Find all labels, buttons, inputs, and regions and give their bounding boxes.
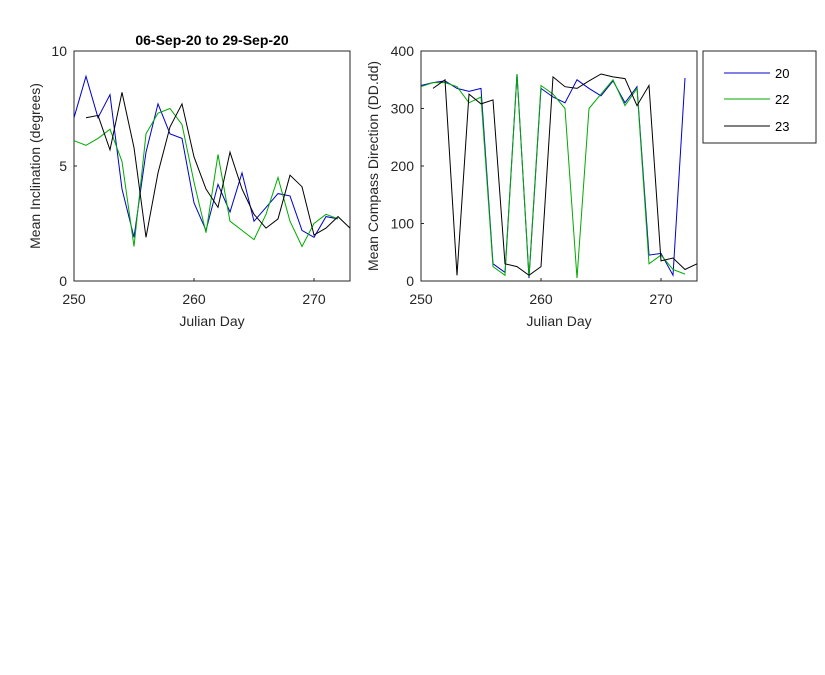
compass-x-tick-label: 270 [649,291,673,307]
compass-ticks: 250 260 270 0 100 200 300 400 [391,43,673,307]
compass-y-tick-label: 400 [391,43,415,59]
inclination-series-23-line [85,92,351,238]
compass-x-axis-label: Julian Day [526,313,591,329]
inclination-series-group [73,74,351,248]
inclination-chart-title: 06-Sep-20 to 29-Sep-20 [135,32,288,48]
compass-series-group [420,73,698,279]
compass-y-tick-label: 200 [391,158,415,174]
legend-label-22: 22 [775,92,789,107]
compass-x-tick-label: 250 [409,291,433,307]
inclination-x-tick-label: 250 [62,291,86,307]
compass-series-23-line [432,73,698,276]
legend-label-23: 23 [775,119,789,134]
legend-label-20: 20 [775,66,789,81]
inclination-axes: 250 260 270 0 5 10 06-Sep-20 to 29-Sep-20 Jul… [27,32,351,329]
compass-y-tick-label: 0 [406,273,414,289]
inclination-series-22-line [73,107,339,248]
inclination-plot-area [73,50,351,282]
compass-axes: 250 260 270 0 100 200 300 400 Julian Day Mean C… [365,43,698,329]
compass-y-tick-label: 100 [391,216,415,232]
inclination-y-tick-label: 0 [59,273,67,289]
inclination-x-tick-label: 270 [302,291,326,307]
compass-y-axis-label: Mean Compass Direction (DD.dd) [365,61,381,271]
inclination-ticks: 250 260 270 0 5 10 [51,43,325,307]
inclination-x-tick-label: 260 [182,291,206,307]
inclination-y-tick-label: 5 [59,158,67,174]
inclination-y-tick-label: 10 [51,43,67,59]
legend-box [702,50,817,144]
inclination-x-axis-label: Julian Day [179,313,244,329]
legend: 20 22 23 [702,50,817,144]
compass-x-tick-label: 260 [529,291,553,307]
compass-series-22-line [420,73,686,279]
inclination-y-axis-label: Mean Inclination (degrees) [27,83,43,249]
compass-plot-area [420,50,698,282]
compass-y-tick-label: 300 [391,101,415,117]
